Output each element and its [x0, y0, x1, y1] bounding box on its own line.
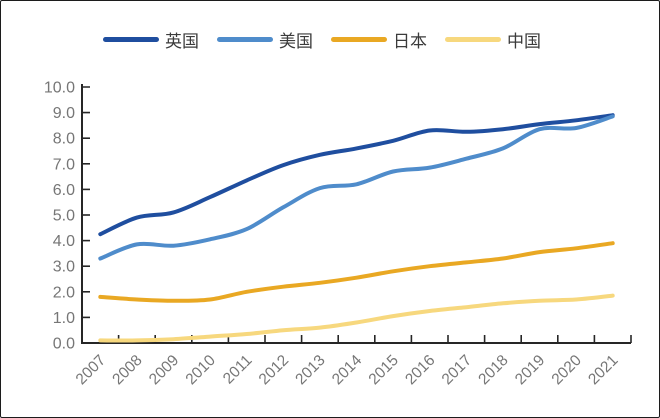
x-axis-tick-label: 2011 — [220, 352, 256, 388]
y-axis-tick-label: 9.0 — [53, 105, 75, 122]
x-axis-tick-label: 2008 — [109, 352, 145, 388]
legend-item-china: 中国 — [445, 27, 541, 52]
axes — [81, 84, 632, 344]
legend-item-japan: 日本 — [331, 27, 427, 52]
y-axis-tick-label: 7.0 — [53, 156, 75, 173]
y-axis-tick-label: 10.0 — [44, 80, 75, 97]
x-axis-tick-label: 2019 — [512, 352, 548, 388]
y-axis-tick-label: 8.0 — [53, 131, 75, 148]
x-axis-tick-label: 2012 — [256, 352, 292, 388]
legend-label-japan: 日本 — [393, 32, 427, 51]
y-axis-tick-label: 0.0 — [53, 336, 75, 353]
x-axis-tick-label: 2014 — [329, 352, 366, 389]
series-line-china — [98, 293, 615, 343]
x-axis-tick-label: 2009 — [146, 352, 182, 388]
chart-legend: 英国 美国 日本 中国 — [103, 27, 541, 52]
x-axis-tick-label: 2016 — [402, 352, 438, 388]
legend-line-swatch-japan — [331, 37, 387, 42]
legend-line-swatch-us — [217, 37, 273, 42]
series-line-uk — [98, 113, 615, 237]
y-axis-tick-label: 4.0 — [53, 233, 75, 250]
x-axis-tick-label: 2010 — [183, 352, 220, 389]
legend-item-us: 美国 — [217, 27, 313, 52]
y-axis-tick-label: 5.0 — [53, 208, 75, 225]
legend-label-us: 美国 — [279, 32, 313, 51]
series-line-japan — [98, 241, 615, 303]
x-axis-tick-label: 2020 — [549, 352, 586, 389]
y-axis-tick-label: 1.0 — [53, 310, 75, 327]
y-axis-tick-label: 3.0 — [53, 259, 75, 276]
x-axis-tick-label: 2018 — [475, 352, 511, 388]
legend-label-china: 中国 — [507, 32, 541, 51]
x-axis-tick-label: 2015 — [366, 352, 402, 388]
legend-line-swatch-uk — [103, 37, 159, 42]
x-axis-tick-label: 2013 — [292, 352, 328, 388]
x-axis-tick-label: 2021 — [585, 352, 621, 388]
legend-line-swatch-china — [445, 37, 501, 42]
legend-label-uk: 英国 — [165, 32, 199, 51]
legend-item-uk: 英国 — [103, 27, 199, 52]
x-axis-tick-label: 2017 — [439, 352, 475, 388]
y-axis-labels: 0.0 1.0 2.0 3.0 4.0 5.0 6.0 7.0 8.0 9.0 10.0 — [44, 80, 75, 353]
y-axis-tick-label: 2.0 — [53, 284, 75, 301]
y-axis-tick-label: 6.0 — [53, 182, 75, 199]
series-line-us — [98, 114, 615, 261]
x-axis-tick-label: 2007 — [73, 352, 109, 388]
x-axis-labels: 2007 2008 2009 2010 2011 2012 2013 2014 2015 2016… — [73, 352, 622, 389]
series-lines — [98, 113, 615, 343]
